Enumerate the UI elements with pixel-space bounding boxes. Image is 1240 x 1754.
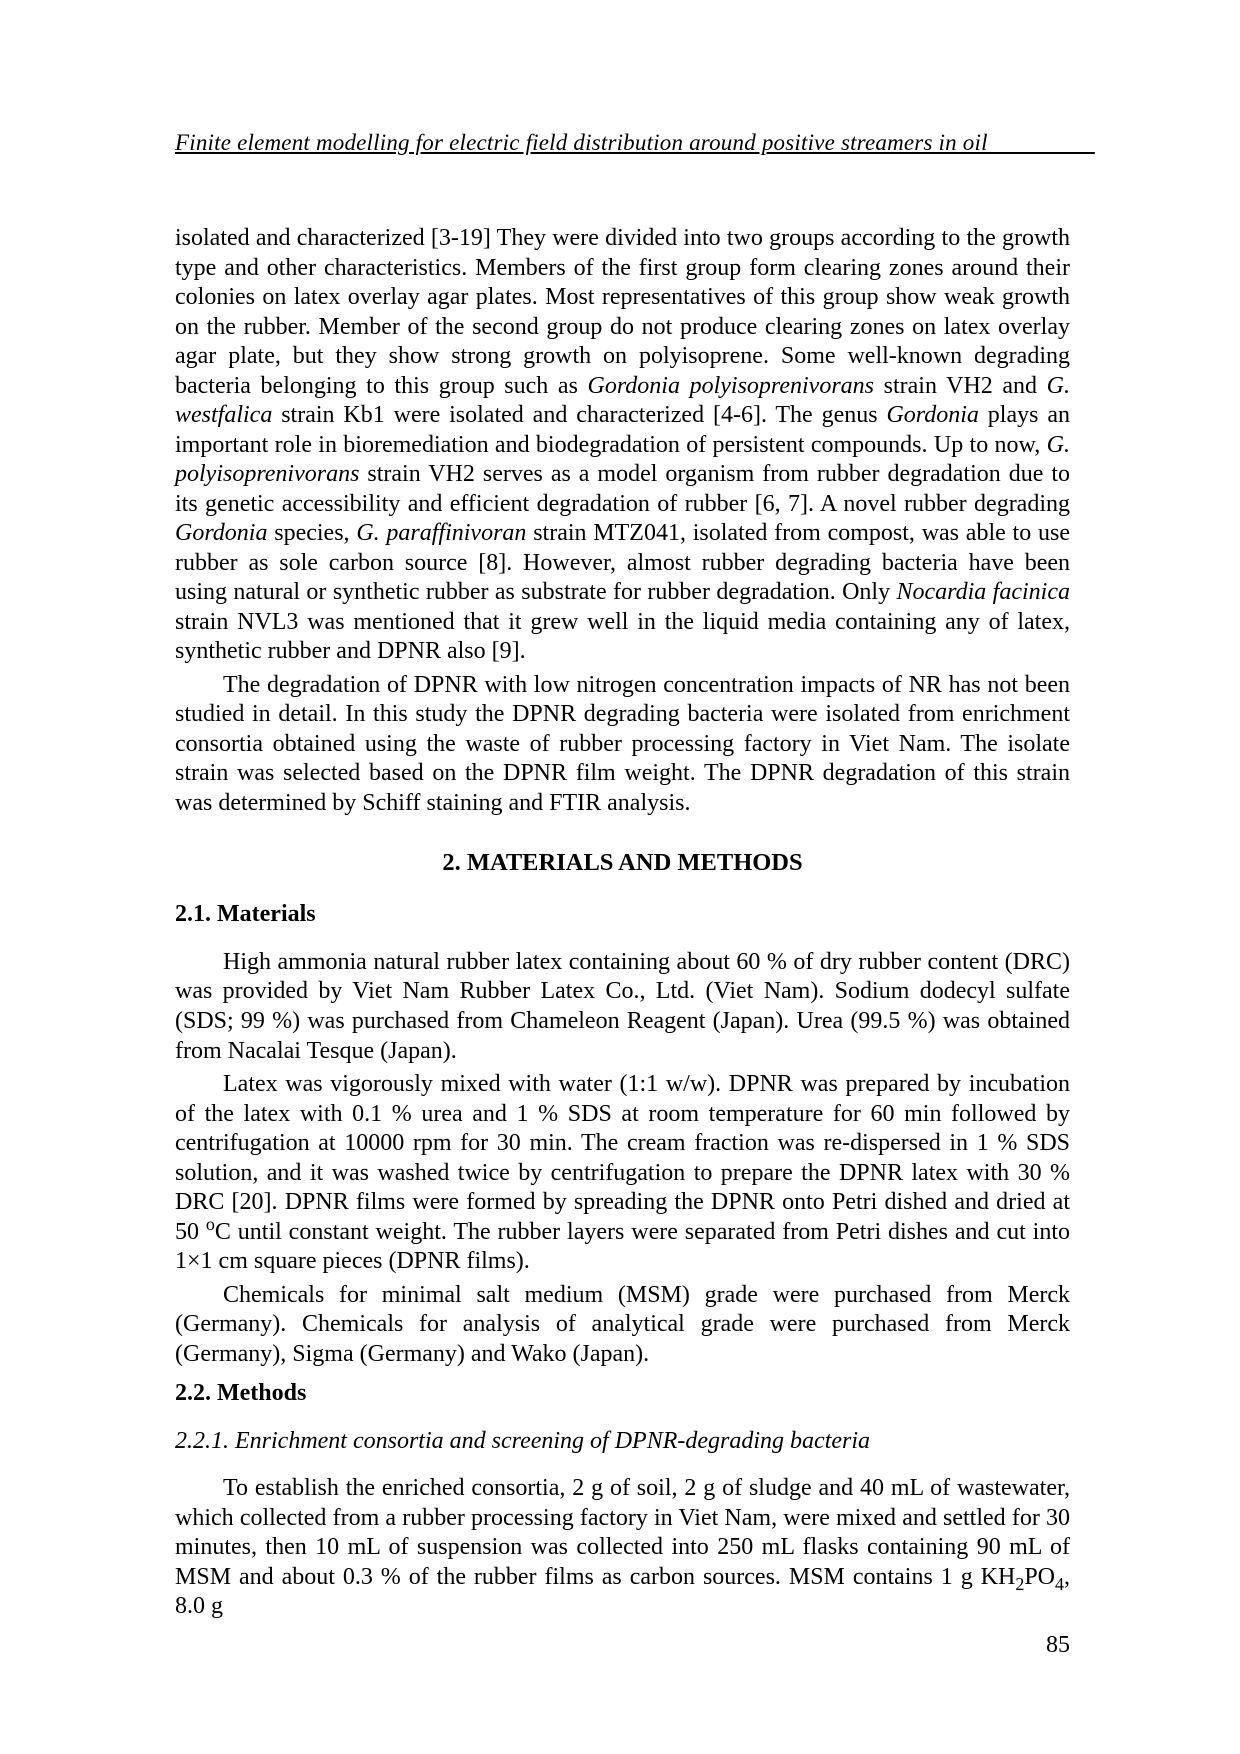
paragraph-4: Latex was vigorously mixed with water (1… bbox=[175, 1070, 1070, 1277]
degree-superscript: o bbox=[206, 1214, 215, 1234]
paragraph-5: Chemicals for minimal salt medium (MSM) … bbox=[175, 1281, 1070, 1370]
subsection-heading-2-1: 2.1. Materials bbox=[175, 900, 1070, 930]
body-text-block: isolated and characterized [3-19] They w… bbox=[175, 224, 1070, 1622]
text-span: species, bbox=[267, 520, 356, 546]
subsection-heading-2-2: 2.2. Methods bbox=[175, 1379, 1070, 1409]
subsubsection-heading-2-2-1: 2.2.1. Enrichment consortia and screenin… bbox=[175, 1427, 1070, 1457]
subscript: 2 bbox=[1015, 1574, 1024, 1594]
subscript: 4 bbox=[1055, 1574, 1064, 1594]
species-name: Gordonia bbox=[886, 402, 978, 428]
text-span: strain NVL3 was mentioned that it grew w… bbox=[175, 609, 1070, 665]
species-name: Nocardia facinica bbox=[897, 579, 1070, 605]
species-name: Gordonia bbox=[175, 520, 267, 546]
species-name: G. paraffinivoran bbox=[356, 520, 526, 546]
text-span: PO bbox=[1024, 1564, 1055, 1590]
paragraph-1: isolated and characterized [3-19] They w… bbox=[175, 224, 1070, 667]
paragraph-6: To establish the enriched consortia, 2 g… bbox=[175, 1474, 1070, 1622]
section-heading-2: 2. MATERIALS AND METHODS bbox=[175, 848, 1070, 878]
species-name: Gordonia polyisoprenivorans bbox=[588, 373, 875, 399]
text-span: To establish the enriched consortia, 2 g… bbox=[175, 1475, 1070, 1590]
text-span: strain Kb1 were isolated and characteriz… bbox=[272, 402, 886, 428]
page-number: 85 bbox=[1046, 1632, 1070, 1659]
paragraph-3: High ammonia natural rubber latex contai… bbox=[175, 948, 1070, 1066]
running-header: Finite element modelling for electric fi… bbox=[175, 130, 1070, 156]
text-span: C until constant weight. The rubber laye… bbox=[175, 1219, 1070, 1275]
text-span: strain VH2 and bbox=[874, 373, 1047, 399]
page: Finite element modelling for electric fi… bbox=[0, 0, 1240, 1754]
paragraph-2: The degradation of DPNR with low nitroge… bbox=[175, 671, 1070, 819]
